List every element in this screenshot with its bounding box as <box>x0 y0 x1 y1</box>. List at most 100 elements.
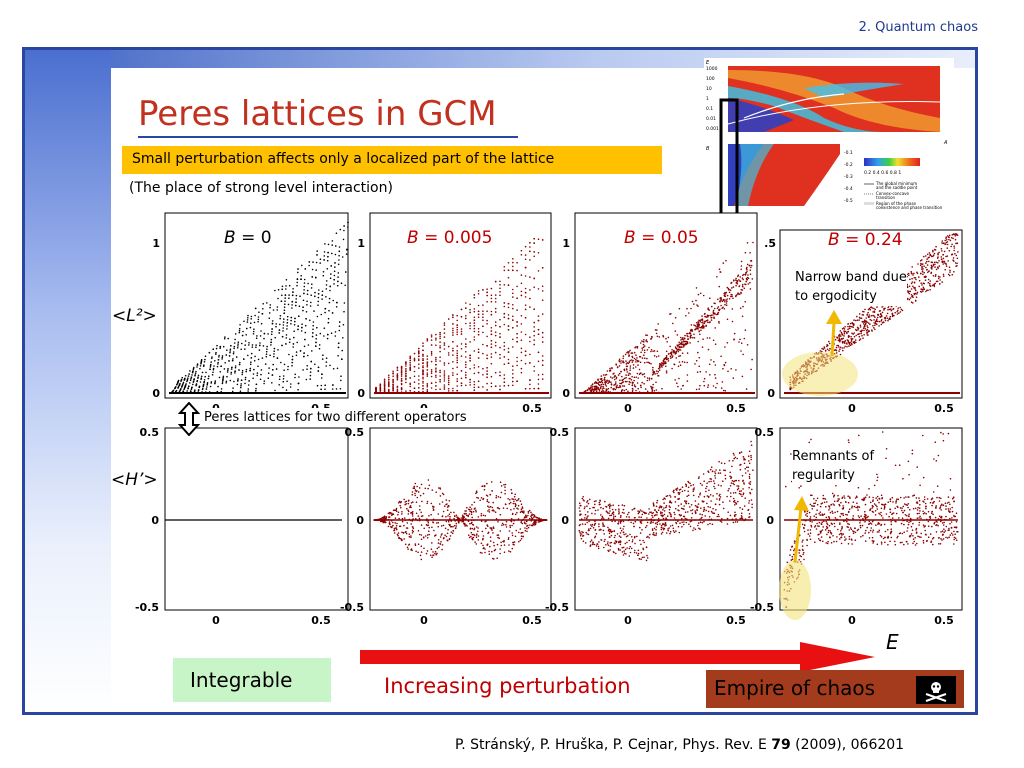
lattice-point <box>714 377 717 379</box>
lattice-point <box>426 390 429 393</box>
lattice-point <box>693 333 695 336</box>
lattice-point <box>256 374 259 377</box>
lattice-point <box>456 366 459 369</box>
lattice-point <box>622 381 625 383</box>
lattice-point <box>403 524 405 527</box>
lattice-point <box>631 356 634 359</box>
lattice-point <box>271 374 274 376</box>
lattice-point <box>288 297 290 300</box>
lattice-point <box>516 261 518 264</box>
lattice-point <box>312 324 315 327</box>
lattice-point <box>615 377 618 380</box>
lattice-point <box>456 389 459 392</box>
lattice-point <box>426 358 429 360</box>
lattice-point <box>741 283 744 286</box>
lattice-point <box>846 332 848 335</box>
lattice-point <box>426 502 429 505</box>
lattice-point <box>392 385 394 388</box>
lattice-point <box>695 287 698 289</box>
lattice-point <box>742 305 744 308</box>
lattice-point <box>922 282 925 285</box>
lattice-point <box>443 388 446 390</box>
lattice-point <box>740 291 742 294</box>
lattice-point <box>449 518 451 520</box>
lattice-point <box>300 330 303 332</box>
lattice-point <box>642 511 645 513</box>
lattice-point <box>687 338 690 340</box>
lattice-point <box>311 283 313 286</box>
lattice-point <box>745 388 748 390</box>
lattice-point <box>494 324 497 327</box>
lattice-point <box>416 496 419 499</box>
lattice-point <box>316 250 319 252</box>
lattice-point <box>285 279 288 281</box>
lattice-point <box>712 314 714 316</box>
lattice-point <box>257 365 259 368</box>
lattice-point <box>428 515 430 517</box>
lattice-point <box>620 529 623 532</box>
lattice-point <box>292 343 295 345</box>
lattice-point <box>929 282 931 285</box>
lattice-point <box>452 361 454 363</box>
lattice-point <box>255 383 258 386</box>
lattice-point <box>512 365 514 368</box>
lattice-point <box>649 511 651 514</box>
lattice-point <box>494 321 497 323</box>
lattice-point <box>702 323 704 325</box>
lattice-point <box>345 271 347 273</box>
lattice-point <box>237 380 239 382</box>
lattice-point <box>451 532 454 534</box>
lattice-point <box>383 516 386 519</box>
lattice-point <box>392 373 394 375</box>
lattice-point <box>186 380 188 383</box>
lattice-point <box>324 307 327 310</box>
lattice-point <box>240 383 242 385</box>
lattice-point <box>490 382 493 385</box>
lattice-point <box>919 259 922 262</box>
lattice-point <box>504 483 507 486</box>
lattice-point <box>300 275 303 277</box>
lattice-point <box>296 341 299 344</box>
lattice-point <box>714 343 717 346</box>
lattice-point <box>437 521 440 524</box>
lattice-point <box>504 492 506 495</box>
lattice-point <box>745 271 748 274</box>
lattice-point <box>826 348 829 351</box>
lattice-point <box>465 376 467 379</box>
lattice-point <box>277 349 279 351</box>
lattice-point <box>520 254 523 256</box>
lattice-point <box>301 264 303 267</box>
lattice-point <box>494 344 497 347</box>
lattice-point <box>486 500 489 503</box>
lattice-point <box>612 504 614 507</box>
lattice-point <box>302 369 304 371</box>
lattice-point <box>274 389 276 392</box>
lattice-point <box>851 332 853 335</box>
lattice-point <box>876 316 879 319</box>
lattice-point <box>430 334 433 336</box>
lattice-point <box>666 495 669 497</box>
lattice-point <box>665 524 667 526</box>
lattice-point <box>311 350 313 352</box>
lattice-point <box>861 329 863 332</box>
lattice-point <box>662 517 665 520</box>
lattice-point <box>926 260 928 263</box>
lattice-point <box>741 508 744 511</box>
lattice-point <box>610 534 613 537</box>
lattice-point <box>612 516 615 518</box>
lattice-point <box>322 354 324 357</box>
lattice-point <box>718 498 721 500</box>
lattice-point <box>426 383 429 385</box>
lattice-point <box>469 325 471 327</box>
lattice-point <box>448 500 451 502</box>
lattice-point <box>856 319 859 322</box>
lattice-point <box>423 527 426 530</box>
lattice-point <box>504 486 506 488</box>
lattice-point <box>533 387 535 390</box>
lattice-point <box>935 268 938 271</box>
lattice-point <box>388 382 390 384</box>
lattice-point <box>533 514 536 517</box>
lattice-point <box>679 355 682 357</box>
lattice-point <box>697 496 700 498</box>
lattice-point <box>843 332 846 335</box>
